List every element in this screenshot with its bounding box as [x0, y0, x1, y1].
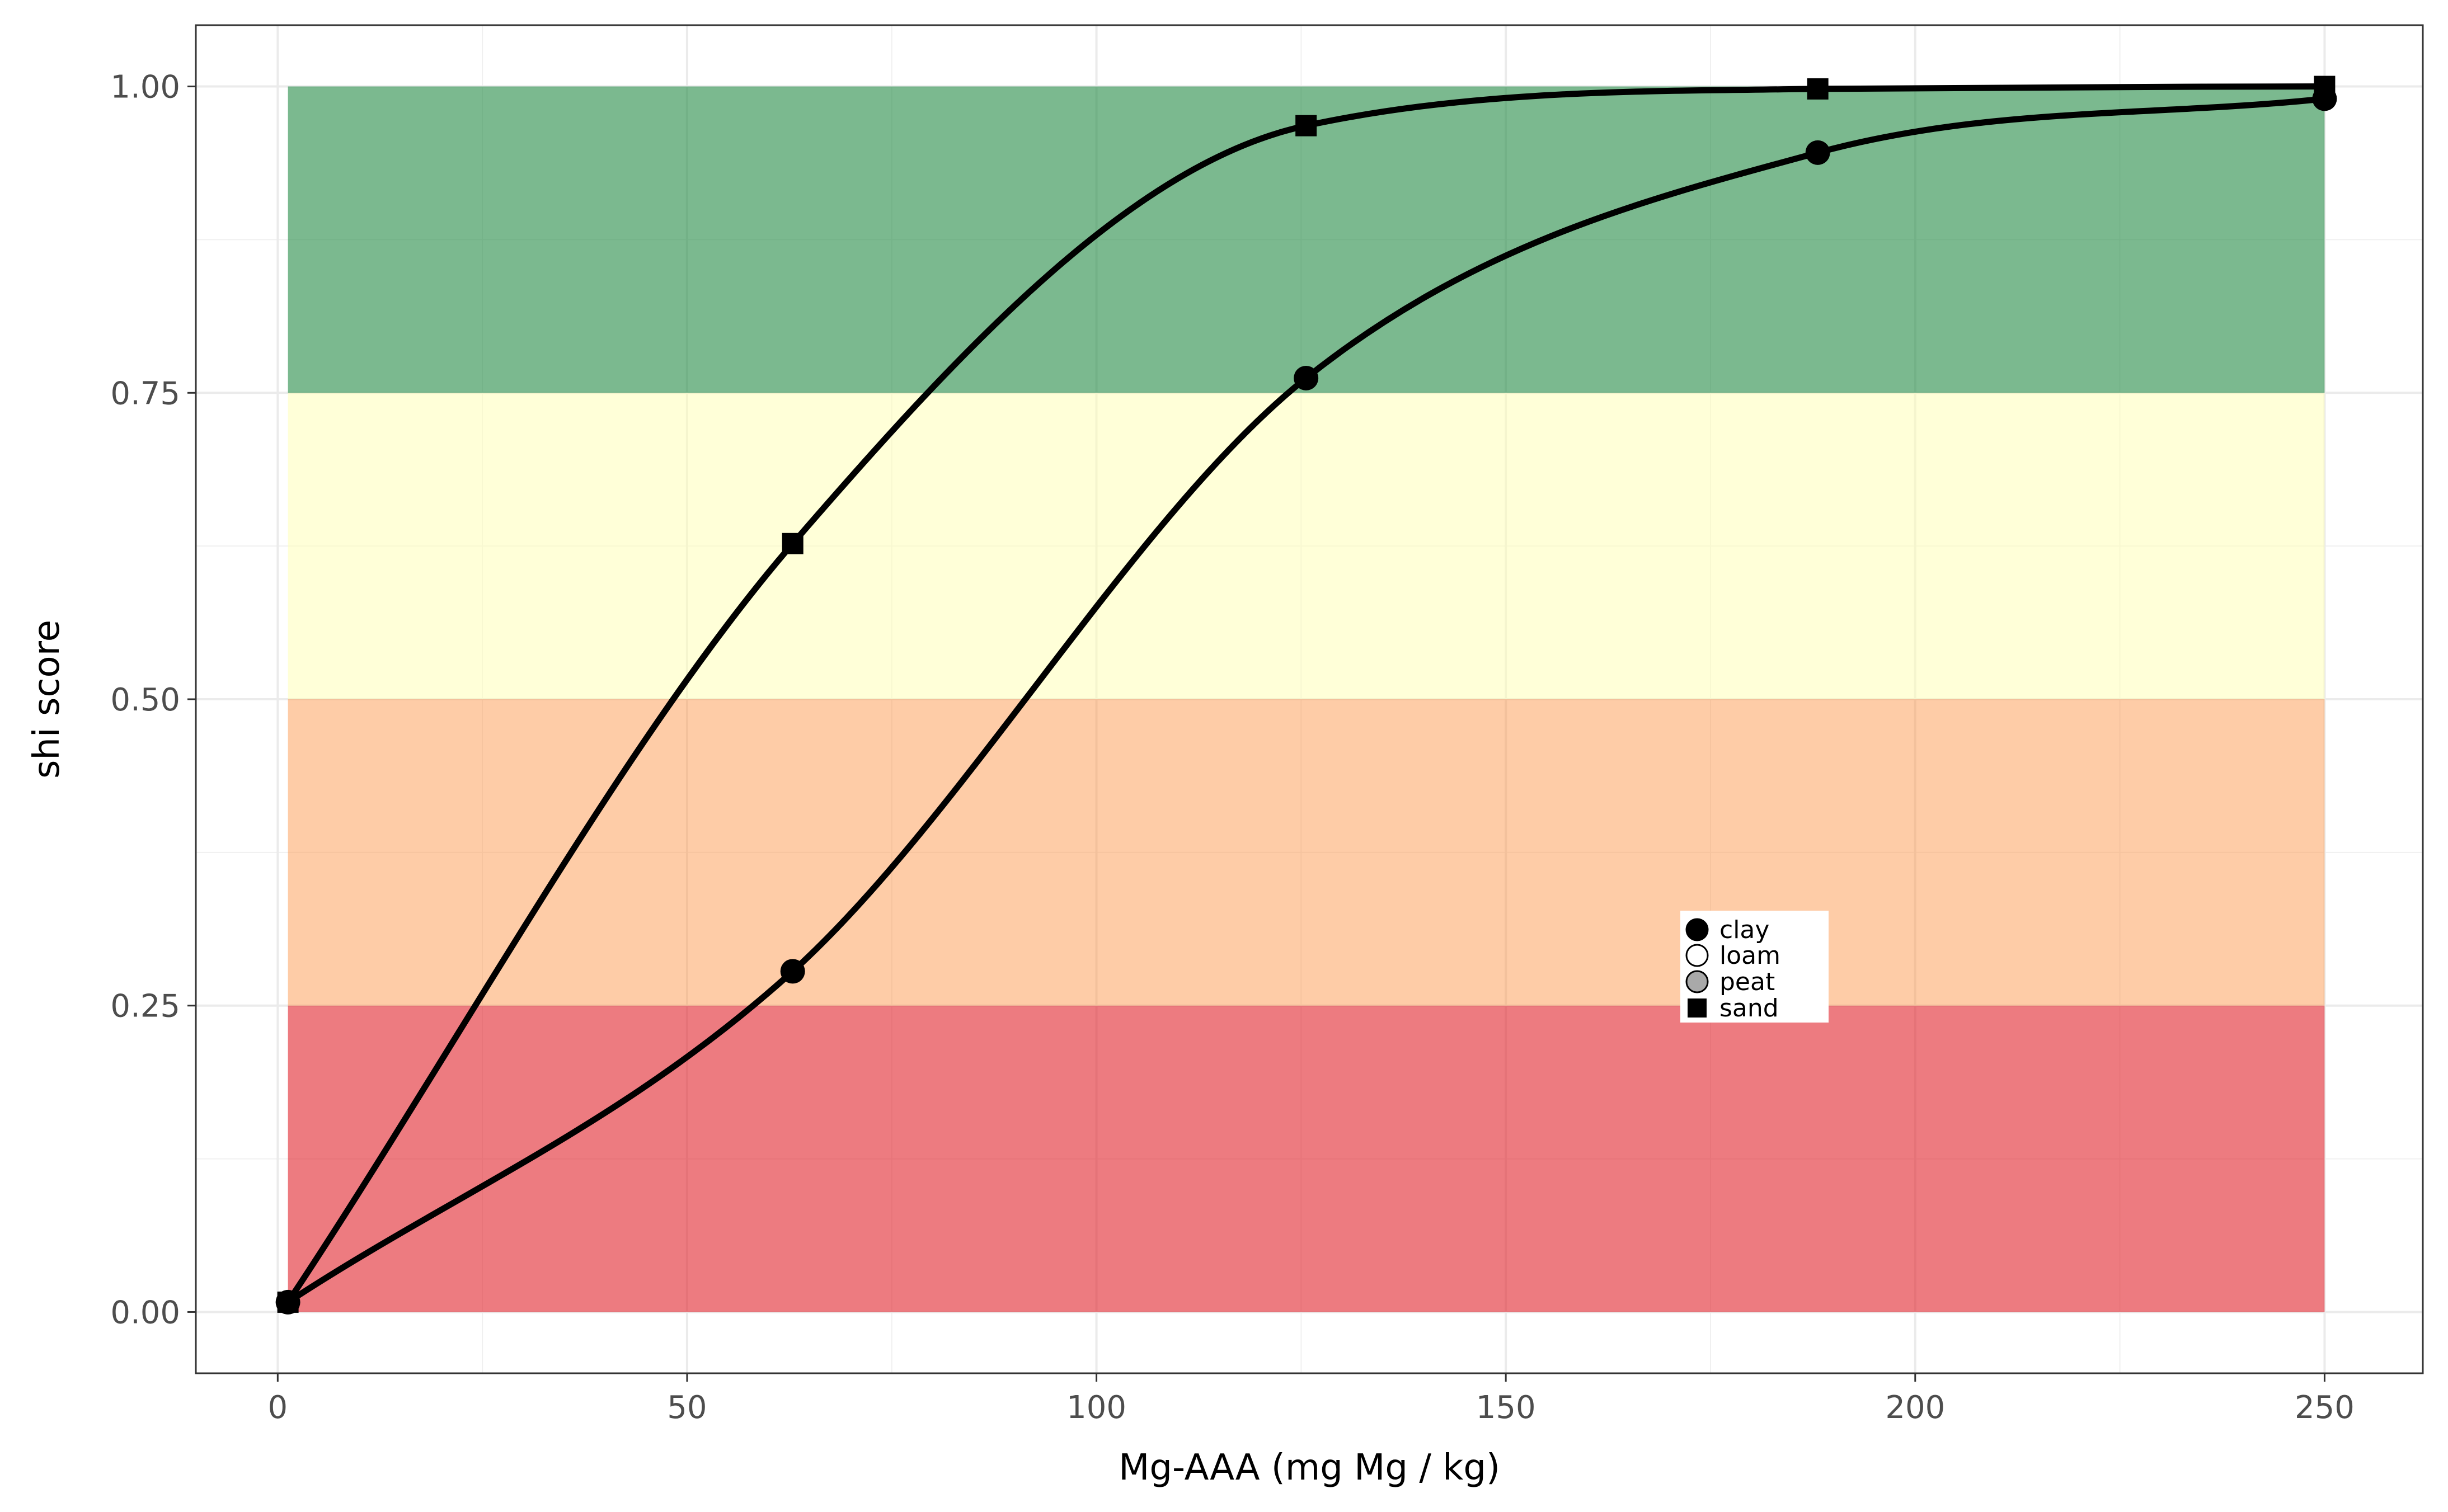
x-tick-label: 150: [1476, 1389, 1536, 1426]
legend-label-sand: sand: [1719, 994, 1779, 1023]
x-axis: 0 50 100 150 200 250: [268, 1373, 2355, 1426]
y-tick-label: 0.25: [110, 988, 180, 1025]
y-tick-label: 0.75: [110, 375, 180, 412]
score-band: [288, 393, 2325, 699]
score-band: [288, 699, 2325, 1006]
score-bands: [288, 86, 2325, 1312]
y-axis-title: shi score: [26, 620, 68, 779]
legend-key-circle: [1685, 918, 1709, 941]
score-band: [288, 86, 2325, 393]
legend-key-circle: [1685, 944, 1709, 967]
legend-label-peat: peat: [1719, 968, 1775, 996]
x-tick-label: 100: [1066, 1389, 1126, 1426]
x-tick-label: 0: [268, 1389, 288, 1426]
x-tick-label: 250: [2295, 1389, 2355, 1426]
score-band: [288, 1005, 2325, 1312]
data-point-circle: [1805, 140, 1830, 165]
legend-key-square: [1688, 998, 1707, 1018]
legend-label-clay: clay: [1719, 916, 1769, 944]
series-lines: [285, 83, 2328, 1306]
legend-key-circle: [1685, 970, 1709, 993]
data-point-square: [2314, 76, 2336, 97]
y-axis: 0.00 0.25 0.50 0.75 1.00: [110, 69, 196, 1331]
series-line: [285, 96, 2328, 1306]
x-tick-label: 50: [667, 1389, 707, 1426]
data-point-circle: [780, 959, 805, 984]
data-point-square: [1295, 115, 1317, 136]
series-line: [285, 83, 2328, 1306]
data-point-circle: [1294, 365, 1319, 390]
data-point-square: [277, 1291, 299, 1313]
y-tick-label: 1.00: [110, 69, 180, 106]
y-tick-label: 0.50: [110, 682, 180, 718]
legend: clay loam peat sand: [1680, 911, 1829, 1023]
x-tick-label: 200: [1885, 1389, 1945, 1426]
legend-keys: [1685, 918, 1709, 1018]
x-axis-title: Mg-AAA (mg Mg / kg): [1119, 1447, 1500, 1489]
legend-label-loam: loam: [1719, 941, 1780, 970]
data-point-square: [782, 533, 804, 554]
y-tick-label: 0.00: [110, 1294, 180, 1331]
data-point-square: [1807, 78, 1829, 100]
series-points: [275, 76, 2337, 1315]
